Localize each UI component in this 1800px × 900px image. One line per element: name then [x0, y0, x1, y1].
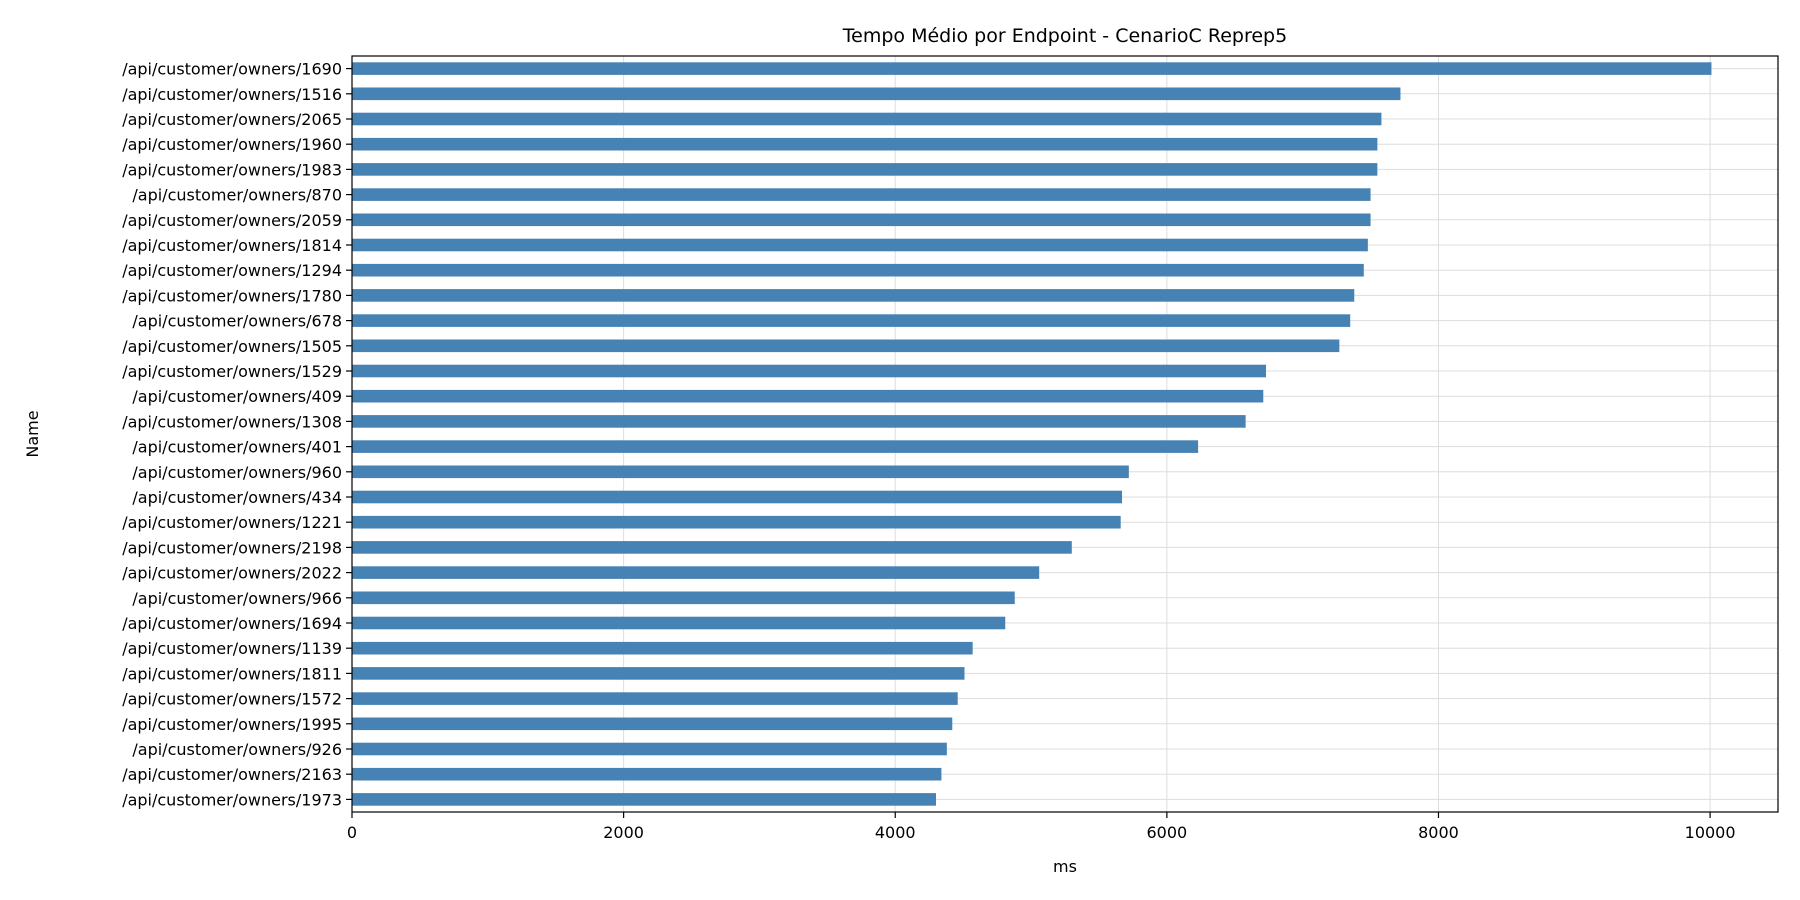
- bar: [352, 591, 1015, 605]
- y-tick-label: /api/customer/owners/2022: [122, 564, 342, 583]
- x-tick-label: 2000: [603, 823, 644, 842]
- y-tick-label: /api/customer/owners/2198: [122, 538, 342, 557]
- bar: [352, 163, 1378, 176]
- bar: [352, 465, 1129, 479]
- y-tick-label: /api/customer/owners/1505: [122, 337, 342, 356]
- bars: [352, 62, 1712, 806]
- bar: [352, 314, 1351, 327]
- y-tick-label: /api/customer/owners/1221: [122, 513, 342, 532]
- y-tick-label: /api/customer/owners/1694: [122, 614, 342, 633]
- y-tick-label: /api/customer/owners/926: [132, 740, 342, 759]
- bar: [352, 188, 1371, 201]
- y-tick-label: /api/customer/owners/2065: [122, 110, 342, 129]
- x-tick-label: 8000: [1418, 823, 1459, 842]
- bar: [352, 263, 1364, 277]
- y-tick-label: /api/customer/owners/1780: [122, 286, 342, 305]
- y-tick-label: /api/customer/owners/1308: [122, 412, 342, 431]
- y-tick-label: /api/customer/owners/1983: [122, 160, 342, 179]
- y-tick-label: /api/customer/owners/2059: [122, 211, 342, 230]
- y-axis-title: Name: [23, 410, 42, 457]
- bar: [352, 793, 936, 806]
- x-tick-label: 4000: [875, 823, 916, 842]
- y-tick-label: /api/customer/owners/1814: [122, 236, 342, 255]
- y-tick-label: /api/customer/owners/409: [132, 387, 342, 406]
- bar: [352, 566, 1040, 579]
- bar: [352, 415, 1246, 428]
- y-tick-label: /api/customer/owners/1690: [122, 60, 342, 79]
- x-tick-label: 10000: [1685, 823, 1736, 842]
- bar: [352, 616, 1006, 630]
- bar: [352, 692, 958, 705]
- x-axis-title: ms: [1053, 857, 1077, 876]
- bar: [352, 112, 1382, 126]
- y-tick-label: /api/customer/owners/1294: [122, 261, 342, 280]
- y-tick-label: /api/customer/owners/434: [132, 488, 342, 507]
- bar: [352, 440, 1199, 453]
- y-tick-label: /api/customer/owners/1811: [122, 664, 342, 683]
- bar: [352, 515, 1121, 529]
- x-tick-label: 0: [347, 823, 357, 842]
- y-tick-label: /api/customer/owners/1973: [122, 790, 342, 809]
- bar: [352, 339, 1340, 353]
- y-tick-label: /api/customer/owners/960: [132, 463, 342, 482]
- y-tick-label: /api/customer/owners/2163: [122, 765, 342, 784]
- bar: [352, 62, 1712, 75]
- bar: [352, 238, 1368, 252]
- y-tick-label: /api/customer/owners/678: [132, 312, 342, 331]
- bar: [352, 717, 953, 731]
- plot-frame: [351, 55, 1779, 813]
- y-tick-label: /api/customer/owners/1960: [122, 135, 342, 154]
- x-tick-label: 6000: [1146, 823, 1187, 842]
- y-tick-label: /api/customer/owners/1995: [122, 715, 342, 734]
- chart-title: Tempo Médio por Endpoint - CenarioC Repr…: [842, 25, 1287, 47]
- bar: [352, 289, 1355, 302]
- y-tick-label: /api/customer/owners/1516: [122, 85, 342, 104]
- bar: [352, 641, 973, 655]
- bar: [352, 389, 1264, 403]
- y-tick-label: /api/customer/owners/1529: [122, 362, 342, 381]
- bar: [352, 490, 1123, 504]
- bar: [352, 137, 1378, 151]
- y-tick-label: /api/customer/owners/870: [132, 186, 342, 205]
- y-tick-label: /api/customer/owners/1139: [122, 639, 342, 658]
- y-tick-label: /api/customer/owners/966: [132, 589, 342, 608]
- y-tick-label: /api/customer/owners/1572: [122, 690, 342, 709]
- x-axis-ticks: 0 2000 4000 6000 8000 10000: [347, 812, 1736, 842]
- bar: [352, 767, 942, 781]
- bar: [352, 742, 947, 756]
- bar: [352, 87, 1401, 101]
- y-tick-label: /api/customer/owners/401: [132, 438, 342, 457]
- bar: [352, 213, 1371, 227]
- bar: [352, 541, 1072, 554]
- y-axis-ticks: /api/customer/owners/1973/api/customer/o…: [122, 60, 352, 809]
- bar: [352, 667, 965, 680]
- bar: [352, 364, 1266, 378]
